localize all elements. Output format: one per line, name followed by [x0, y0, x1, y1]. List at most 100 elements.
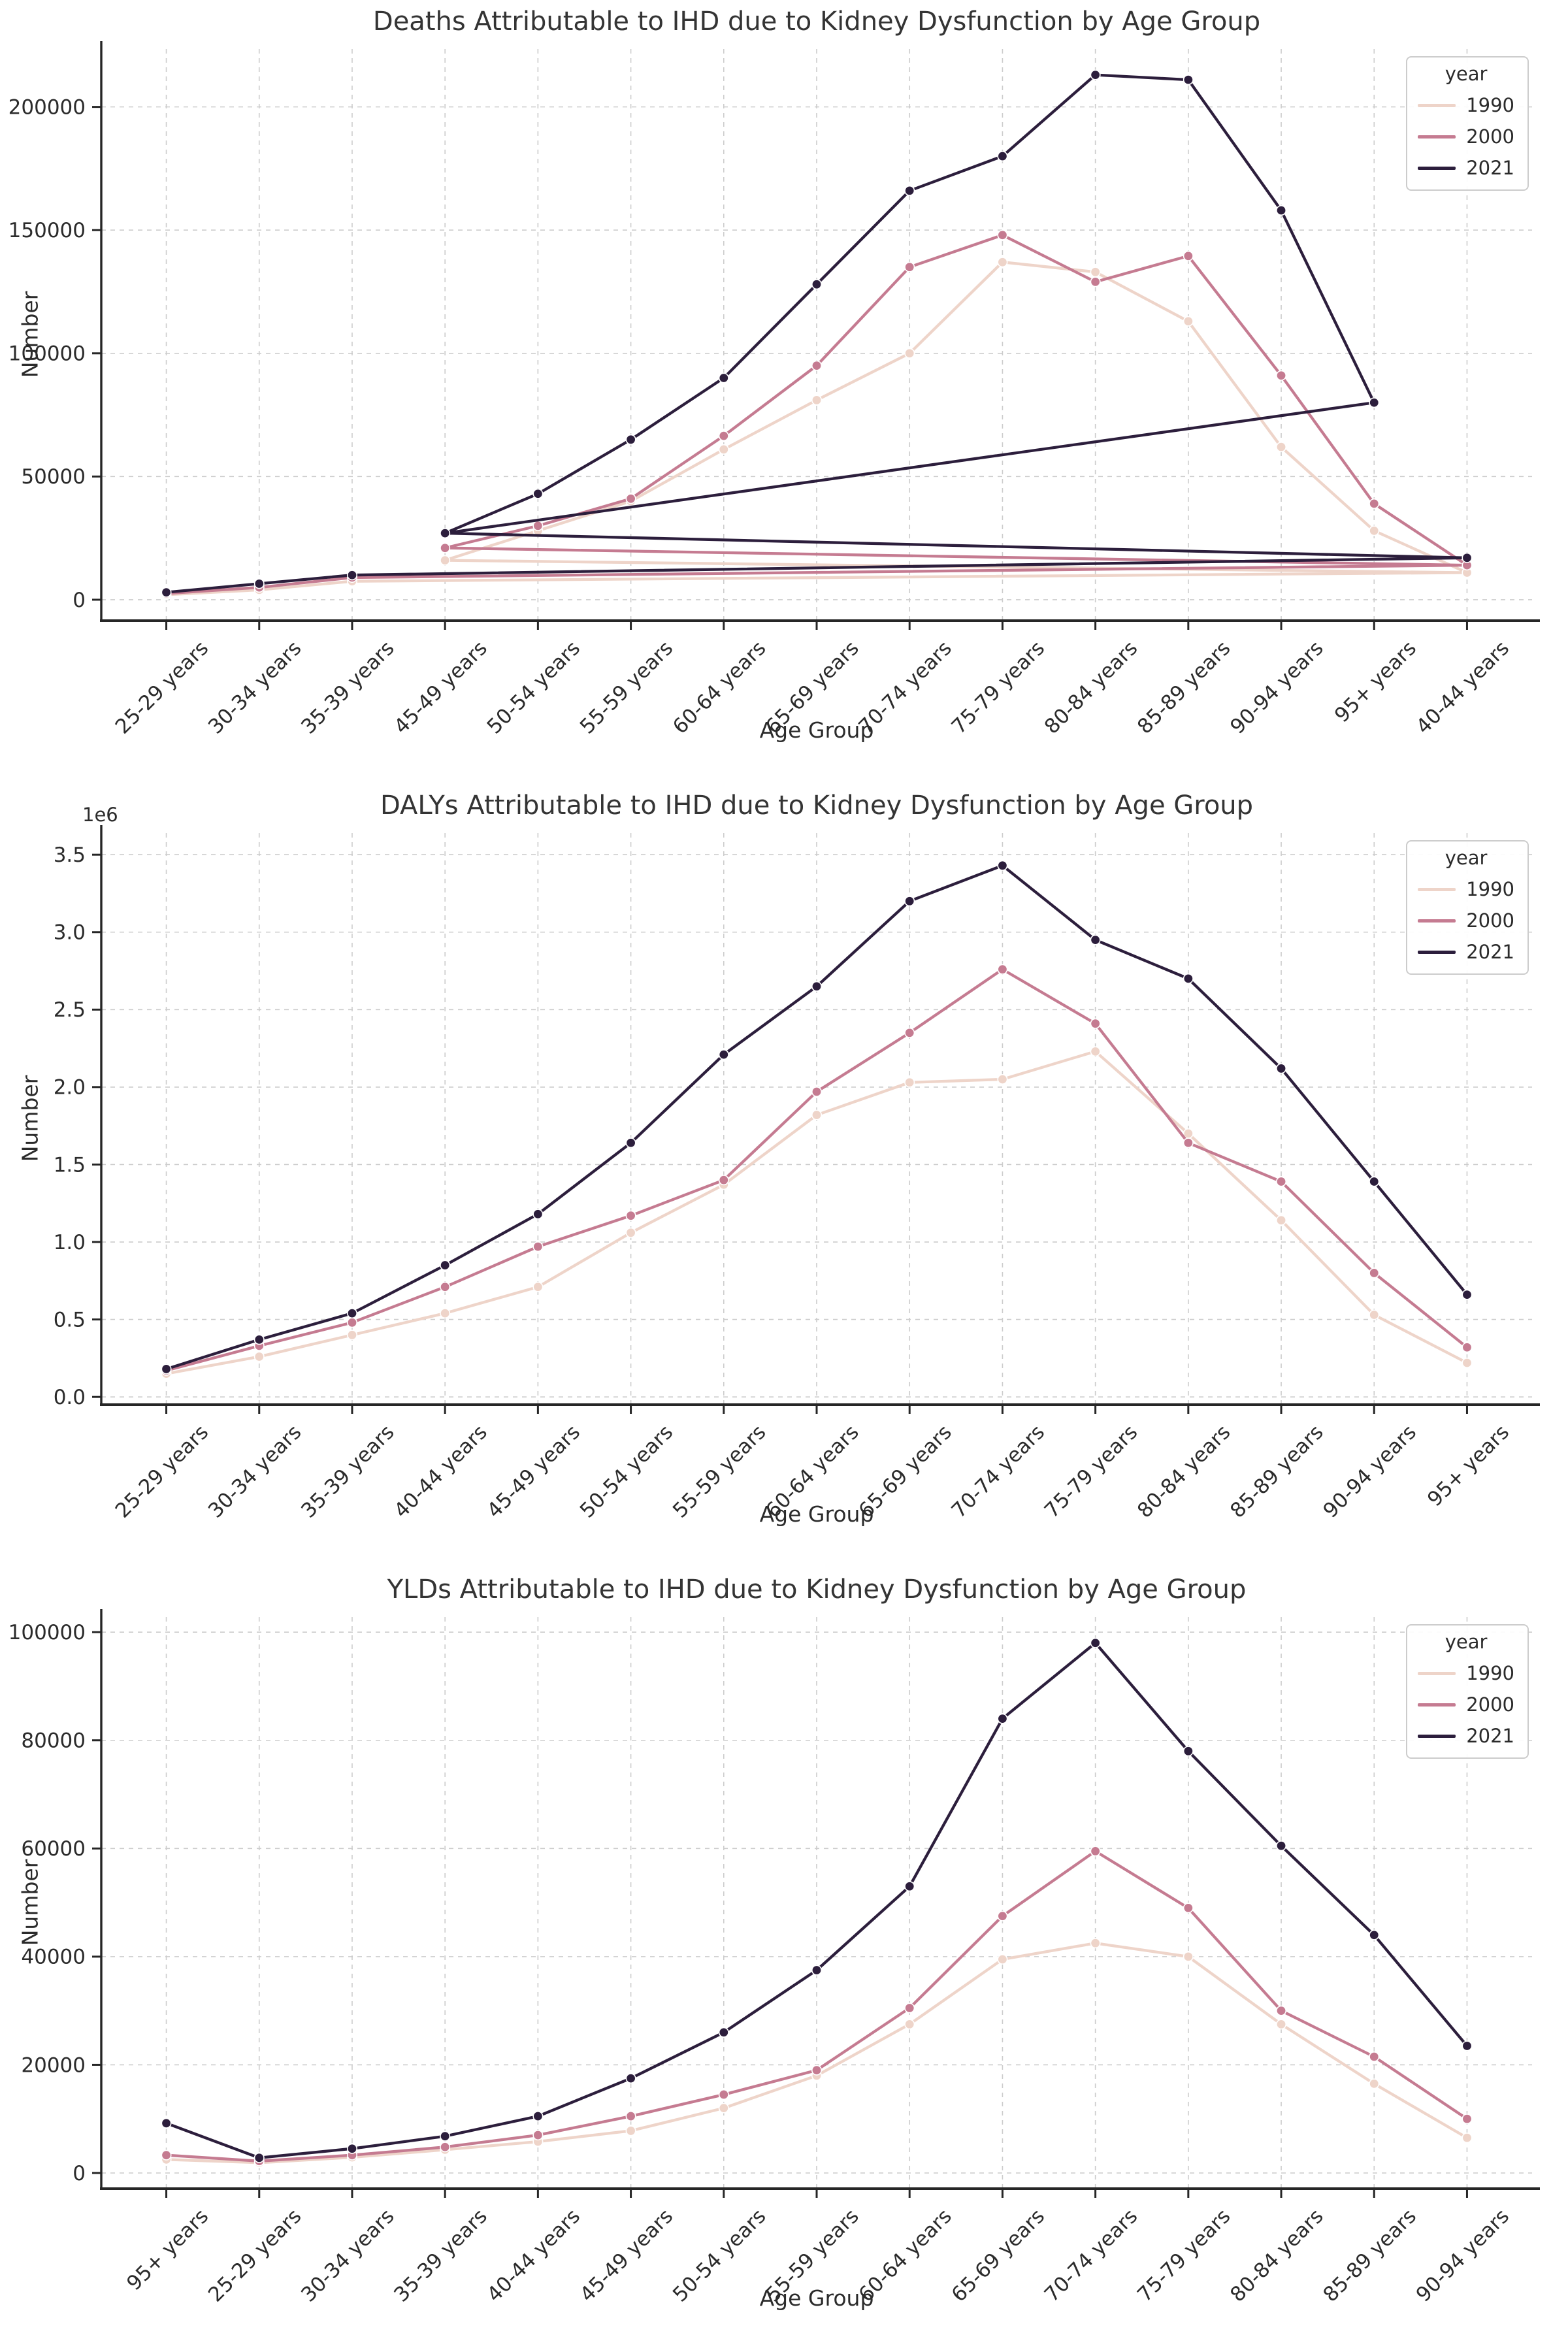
data-point-2021 [1369, 397, 1380, 408]
data-point-2021 [904, 896, 915, 907]
data-point-2000 [1462, 1342, 1473, 1353]
data-point-2000 [718, 1175, 729, 1186]
data-point-1990 [532, 1281, 544, 1292]
legend: year 1990 2000 2021 [1406, 840, 1529, 975]
data-point-2000 [811, 360, 823, 371]
data-point-1990 [1183, 1951, 1194, 1962]
legend-item-2000: 2000 [1418, 1693, 1514, 1716]
data-point-2000 [161, 2149, 172, 2161]
data-point-2021 [904, 1881, 915, 1892]
legend-item-1990: 1990 [1418, 878, 1514, 900]
data-point-1990 [811, 1109, 823, 1120]
data-point-1990 [1462, 1357, 1473, 1368]
legend-swatch-2021 [1418, 1734, 1456, 1738]
series-line-2021 [165, 73, 1469, 594]
data-point-2000 [997, 1910, 1008, 1921]
dalys-plot-svg: 0.00.51.01.52.02.53.03.525-29 years30-34… [54, 825, 1540, 1523]
data-point-1990 [1276, 442, 1287, 453]
data-point-2021 [346, 1308, 357, 1319]
legend-item-1990: 1990 [1418, 94, 1514, 116]
data-point-2021 [997, 1713, 1008, 1724]
data-point-2021 [161, 587, 172, 598]
data-point-2021 [1462, 2040, 1473, 2051]
legend-item-2021: 2021 [1418, 941, 1514, 963]
legend-swatch-1990 [1418, 887, 1456, 891]
data-point-1990 [625, 2125, 636, 2136]
y-axis-label: Number [17, 291, 43, 378]
data-point-2000 [811, 1086, 823, 1098]
y-tick-label: 60000 [21, 1837, 86, 1861]
y-tick-label: 40000 [21, 1946, 86, 1969]
data-point-1990 [904, 1077, 915, 1088]
legend-item-2021: 2021 [1418, 1725, 1514, 1747]
data-point-1990 [1276, 1215, 1287, 1226]
data-point-2021 [440, 1260, 451, 1271]
y-tick-label: 0 [73, 2162, 86, 2185]
data-point-2000 [997, 229, 1008, 240]
data-point-1990 [1090, 267, 1101, 278]
data-point-2000 [625, 2111, 636, 2122]
data-point-2021 [1090, 934, 1101, 945]
y-tick-label: 3.5 [54, 843, 86, 867]
legend-item-2000: 2000 [1418, 125, 1514, 148]
legend-label: 2000 [1466, 125, 1514, 148]
legend-item-1990: 1990 [1418, 1662, 1514, 1684]
data-point-1990 [625, 1227, 636, 1238]
y-tick-label: 0 [73, 589, 86, 612]
y-tick-label: 2.5 [54, 998, 86, 1022]
legend-swatch-2021 [1418, 166, 1456, 170]
data-point-2000 [1369, 498, 1380, 509]
data-point-2000 [1183, 1137, 1194, 1149]
data-point-1990 [440, 1308, 451, 1319]
data-point-2021 [997, 860, 1008, 871]
data-point-2000 [1462, 2114, 1473, 2125]
data-point-2021 [1369, 1929, 1380, 1940]
data-point-2021 [718, 372, 729, 384]
y-tick-label: 100000 [8, 1621, 86, 1644]
data-point-2021 [440, 2131, 451, 2142]
data-point-2000 [532, 1241, 544, 1252]
y-tick-label: 0.5 [54, 1308, 86, 1331]
data-point-2021 [1090, 69, 1101, 80]
chart-dalys: 0.0 0.5 1.0 1.5 2.0 2.5 3.0 3.5 25-29 years 30-34… [0, 784, 1568, 1568]
data-point-2000 [346, 1317, 357, 1328]
data-point-1990 [346, 1330, 357, 1341]
chart-deaths: 0 50000 100000 150000 200000 25-29 years 30-34… [0, 0, 1568, 784]
legend-label: 2000 [1466, 909, 1514, 932]
legend-title: year [1445, 847, 1488, 869]
data-point-2000 [1276, 1176, 1287, 1187]
legend-swatch-2000 [1418, 919, 1456, 923]
y-axis-offset-text: 1e6 [82, 804, 118, 826]
data-point-2021 [253, 578, 265, 589]
x-axis-label: Age Group [759, 2285, 874, 2311]
chart-title: DALYs Attributable to IHD due to Kidney … [380, 791, 1254, 821]
y-tick-label: 3.0 [54, 921, 86, 945]
legend-label: 2021 [1466, 157, 1514, 179]
data-point-2000 [1369, 2051, 1380, 2063]
data-point-1990 [1090, 1938, 1101, 1949]
chart-ylds: 0 20000 40000 60000 80000 100000 95+ years 25-2… [0, 1568, 1568, 2352]
y-tick-label: 1.5 [54, 1153, 86, 1177]
x-tick-label: 95+ years [1330, 636, 1421, 727]
data-point-2000 [1276, 2005, 1287, 2016]
data-point-2021 [718, 2027, 729, 2038]
data-point-1990 [997, 257, 1008, 268]
data-point-2021 [1462, 1289, 1473, 1300]
data-point-2000 [1090, 1018, 1101, 1029]
data-point-2000 [1090, 1846, 1101, 1857]
y-tick-label: 1.0 [54, 1231, 86, 1254]
data-point-2021 [625, 2073, 636, 2084]
data-point-2021 [253, 2152, 265, 2163]
legend-title: year [1445, 1631, 1488, 1653]
data-point-2021 [1462, 552, 1473, 563]
data-point-2000 [440, 2142, 451, 2153]
data-point-1990 [904, 2019, 915, 2030]
legend-item-2000: 2000 [1418, 909, 1514, 932]
legend-label: 1990 [1466, 1662, 1514, 1684]
y-tick-label: 2.0 [54, 1076, 86, 1100]
data-point-2000 [718, 2089, 729, 2100]
data-point-2021 [625, 434, 636, 445]
legend-label: 2021 [1466, 941, 1514, 963]
